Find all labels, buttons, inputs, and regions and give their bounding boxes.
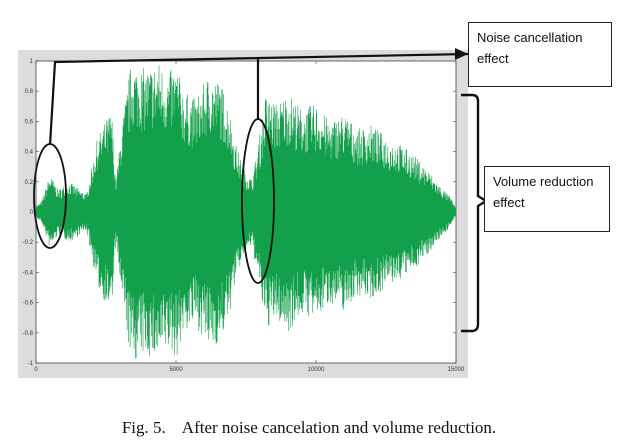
y-tick-label: 0 xyxy=(30,210,34,216)
x-tick-label: 5000 xyxy=(169,367,183,373)
figure-caption: Fig. 5. After noise cancelation and volu… xyxy=(121,418,497,437)
volume-reduction-label: Volume reduction effect xyxy=(493,174,594,210)
y-tick-label: 0.4 xyxy=(25,150,34,156)
x-tick-label: 10000 xyxy=(308,367,325,373)
y-tick-label: 0.2 xyxy=(25,180,34,186)
y-axis-ticks: 1 0.8 0.6 0.4 0.2 0 -0.2 -0.4 -0.6 -0.8 -1 xyxy=(23,59,456,367)
y-tick-label: 0.6 xyxy=(25,119,34,125)
volume-reduction-callout: Volume reduction effect xyxy=(484,166,610,232)
x-tick-label: 15000 xyxy=(448,367,465,373)
y-tick-label: 0.8 xyxy=(25,89,34,95)
y-tick-label: -0.2 xyxy=(23,240,34,246)
noise-callout-connector xyxy=(48,52,469,146)
y-tick-label: -0.6 xyxy=(23,301,34,307)
arrowhead xyxy=(455,48,468,60)
waveform-line xyxy=(35,65,457,359)
x-tick-label: 0 xyxy=(34,367,38,373)
y-tick-label: -0.4 xyxy=(23,270,34,276)
y-tick-label: 1 xyxy=(30,59,34,65)
y-tick-label: -0.8 xyxy=(23,331,34,337)
noise-cancellation-callout: Noise cancellation effect xyxy=(468,22,612,87)
y-tick-label: -1 xyxy=(28,361,34,367)
x-axis-ticks: 0 5000 10000 15000 xyxy=(34,61,465,373)
noise-cancellation-label: Noise cancellation effect xyxy=(477,30,583,66)
waveform-series xyxy=(35,65,457,359)
